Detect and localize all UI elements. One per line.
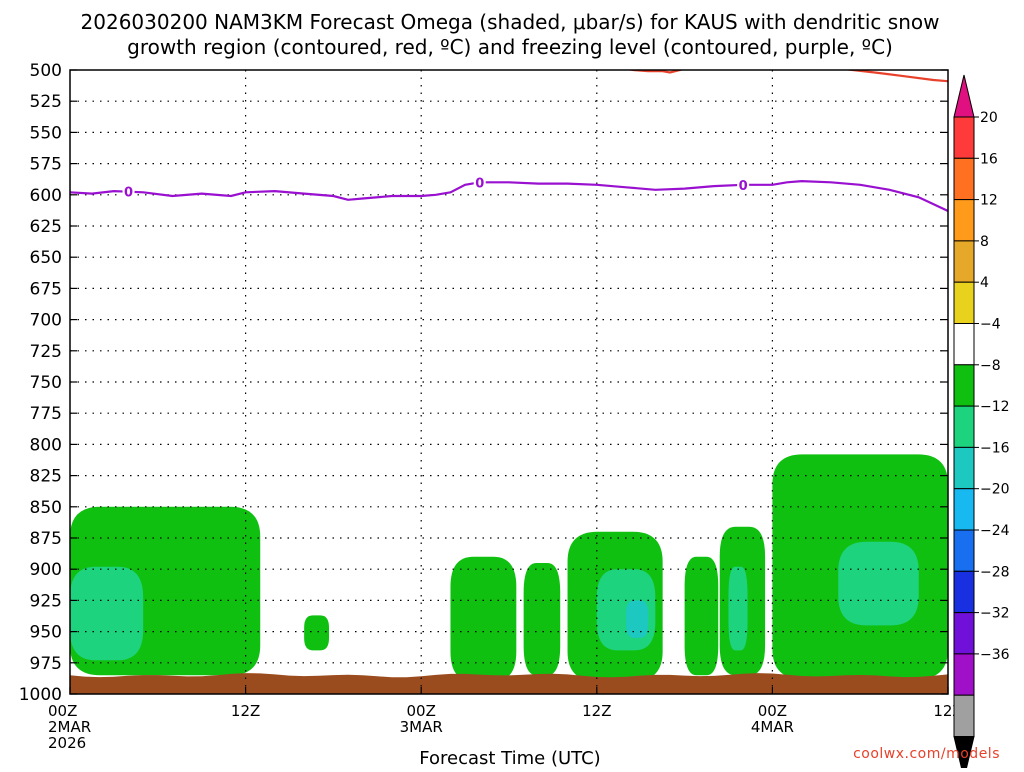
omega-shading [70,454,948,682]
colorbar-swatch-3 [953,240,975,283]
ytick-label-700: 700 [30,311,62,331]
ytick-label-725: 725 [30,342,62,362]
ytick-label-875: 875 [30,529,62,549]
omega-region-0-2 [450,556,517,682]
colorbar-tick-label-5: −4 [980,317,1001,333]
ytick-label-675: 675 [30,279,62,299]
ytick-label-925: 925 [30,591,62,611]
omega-region-2-0 [626,600,649,638]
colorbar-swatch-6 [953,364,975,407]
xtick-label-0-0: 00Z [48,702,77,720]
dendritic-contour-upper [626,70,685,74]
ytick-label-750: 750 [30,373,62,393]
colorbar-bottom-arrow [953,736,975,772]
colorbar-swatch-10 [953,529,975,572]
terrain [70,673,948,694]
y-axis-ticks: 500 525 550 575 600 625 650 675 700 725 750 775 800 8… [19,61,948,705]
xtick-label-48-0: 00Z [758,702,787,720]
freezing-level-label-0: 0 [124,186,133,201]
ytick-label-775: 775 [30,404,62,424]
ytick-label-650: 650 [30,248,62,268]
omega-region-0-5 [684,556,719,676]
colorbar-tick-label-8: −16 [980,440,1010,456]
colorbar-tick-label-6: −8 [980,358,1001,374]
colorbar: 20 16 12 8 4 −4 −8 −12 −16 −20 −24 −28 −32 −36 [953,74,1010,772]
xtick-label-24-0: 00Z [407,702,436,720]
ytick-label-600: 600 [30,186,62,206]
ytick-label-900: 900 [30,560,62,580]
colorbar-tick-label-13: −36 [980,647,1010,663]
colorbar-tick-label-7: −12 [980,399,1010,415]
chart-title-line1: 2026030200 NAM3KM Forecast Omega (shaded… [81,10,940,34]
colorbar-tick-label-1: 16 [980,151,998,167]
xtick-label-0-2: 2026 [48,734,86,752]
colorbar-tick-label-4: 4 [980,275,989,291]
ytick-label-850: 850 [30,498,62,518]
colorbar-tick-label-2: 12 [980,193,998,209]
ytick-label-525: 525 [30,92,62,112]
colorbar-swatch-2 [953,199,975,242]
colorbar-tick-label-11: −28 [980,564,1010,580]
xtick-label-12-0: 12Z [231,702,260,720]
colorbar-swatch-4 [953,281,975,325]
xtick-label-24-1: 3MAR [400,718,443,736]
colorbar-swatch-11 [953,570,975,614]
ytick-label-975: 975 [30,654,62,674]
terrain-strip [70,673,948,694]
colorbar-swatch-9 [953,488,975,531]
colorbar-swatch-1 [953,157,975,201]
freezing-label-bg-2 [737,176,750,193]
ytick-label-575: 575 [30,155,62,175]
colorbar-swatch-5 [953,323,975,366]
ytick-label-800: 800 [30,435,62,455]
colorbar-swatch-0 [953,116,975,159]
contours: 0 0 0 [70,70,948,212]
colorbar-swatch-14 [953,694,975,738]
x-axis-label: Forecast Time (UTC) [419,748,600,768]
omega-region-1-2 [728,566,748,651]
colorbar-swatch-7 [953,405,975,448]
freezing-level-label-2: 0 [739,179,748,194]
ytick-label-500: 500 [30,61,62,81]
xtick-label-0-1: 2MAR [48,718,91,736]
colorbar-swatch-12 [953,612,975,655]
credit-text: coolwx.com/models [853,746,1000,762]
freezing-level-label-1: 0 [475,176,484,191]
omega-region-0-1 [304,615,330,651]
colorbar-tick-label-12: −32 [980,606,1010,622]
omega-region-1-0 [70,566,144,661]
colorbar-tick-label-10: −24 [980,523,1010,539]
colorbar-tick-label-3: 8 [980,234,989,250]
colorbar-tick-label-9: −20 [980,482,1010,498]
xtick-label-48-1: 4MAR [751,718,794,736]
colorbar-tick-label-0: 20 [980,110,998,126]
colorbar-swatch-13 [953,653,975,696]
freezing-label-bg-1 [473,174,486,191]
freezing-label-bg-0 [122,183,135,200]
ytick-label-625: 625 [30,217,62,237]
ytick-label-950: 950 [30,623,62,643]
ytick-label-550: 550 [30,123,62,143]
dendritic-contour-right [843,70,948,83]
chart-title-line2: growth region (contoured, red, ºC) and f… [127,35,893,59]
omega-region-1-3 [838,541,919,626]
omega-region-0-3 [523,562,561,676]
ytick-label-825: 825 [30,467,62,487]
xtick-label-36-0: 12Z [582,702,611,720]
ytick-label-1000: 1000 [19,685,62,705]
colorbar-swatch-8 [953,446,975,490]
